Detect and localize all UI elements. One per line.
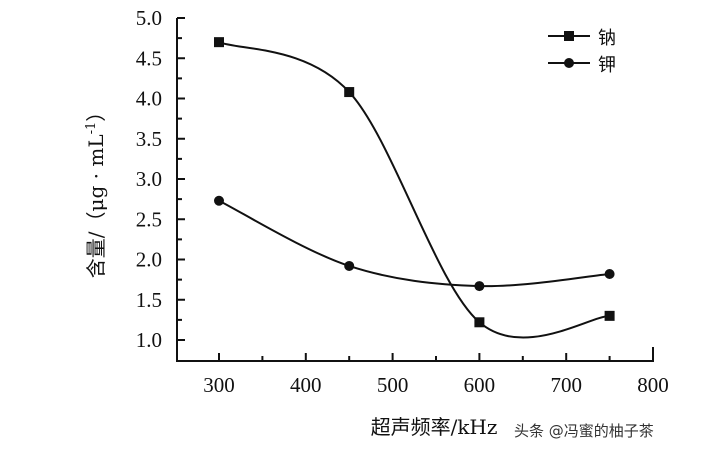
x-tick-label: 800 bbox=[637, 373, 669, 397]
y-tick-label: 3.5 bbox=[136, 127, 162, 151]
watermark: 头条 @冯蜜的柚子茶 bbox=[514, 422, 654, 440]
y-tick-label: 2.0 bbox=[136, 248, 162, 272]
y-tick-label: 1.5 bbox=[136, 288, 162, 312]
x-tick-label: 400 bbox=[290, 373, 322, 397]
circle-marker bbox=[344, 260, 355, 271]
x-ticks: 300 400 500 600 700 800 bbox=[203, 347, 669, 397]
x-tick-label: 600 bbox=[464, 373, 496, 397]
legend-label-na: 钠 bbox=[598, 28, 616, 49]
square-marker bbox=[214, 37, 224, 48]
circle-marker bbox=[474, 281, 485, 292]
legend-label-k: 钾 bbox=[598, 55, 616, 76]
y-tick-label: 1.0 bbox=[136, 328, 162, 352]
x-tick-label: 500 bbox=[377, 373, 409, 397]
circle-marker bbox=[214, 195, 224, 206]
data-markers bbox=[214, 37, 615, 328]
circle-marker-icon bbox=[564, 58, 574, 68]
y-tick-label: 3.0 bbox=[136, 167, 162, 191]
square-marker bbox=[344, 87, 355, 98]
series-k-line bbox=[218, 199, 610, 288]
square-marker bbox=[474, 317, 485, 328]
legend: 钠 钾 bbox=[548, 28, 616, 76]
square-marker-icon bbox=[564, 31, 574, 41]
y-tick-label: 4.0 bbox=[136, 87, 162, 111]
axes bbox=[176, 17, 654, 362]
y-ticks: 1.0 1.5 2.0 2.5 3.0 3.5 4.0 4.5 5.0 bbox=[136, 6, 185, 352]
series-na-line bbox=[218, 41, 610, 339]
y-axis-title: 含量/（μg · mL-1） bbox=[84, 102, 108, 279]
y-tick-label: 5.0 bbox=[136, 6, 162, 30]
x-tick-label: 300 bbox=[203, 373, 235, 397]
square-marker bbox=[604, 310, 615, 321]
y-tick-label: 4.5 bbox=[136, 46, 162, 70]
svg-text:含量/（μg · mL-1）: 含量/（μg · mL-1） bbox=[84, 102, 108, 279]
x-axis-title: 超声频率/kHz bbox=[371, 415, 498, 439]
y-tick-label: 2.5 bbox=[136, 207, 162, 231]
x-tick-label: 700 bbox=[550, 373, 582, 397]
circle-marker bbox=[604, 268, 615, 279]
